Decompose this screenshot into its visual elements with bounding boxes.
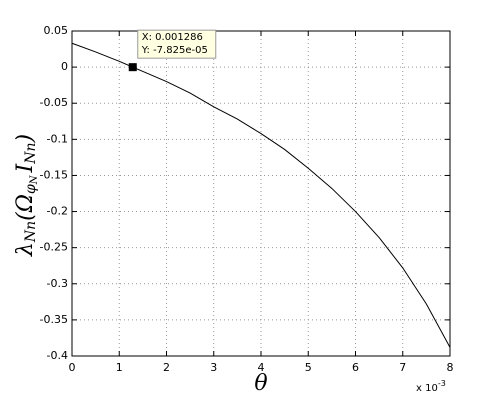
- y-tick-label: -0.3: [47, 277, 68, 290]
- y-tick-label: -0.15: [40, 168, 68, 181]
- datatip-marker: [128, 63, 137, 72]
- y-label-part: λ: [13, 242, 38, 257]
- x-exponent: x 10-3: [416, 379, 446, 395]
- datatip-x: X: 0.001286: [142, 32, 203, 43]
- y-tick-label: -0.35: [40, 313, 68, 326]
- x-tick-label: 3: [210, 361, 217, 374]
- y-tick-label: 0: [61, 60, 68, 73]
- x-tick-label: 6: [352, 361, 359, 374]
- y-tick-label: -0.25: [40, 241, 68, 254]
- y-label-sub: φ: [23, 184, 39, 194]
- x-exponent-base: x 10: [416, 383, 438, 394]
- x-tick-label: 2: [163, 361, 170, 374]
- y-label-subsub: N: [29, 174, 40, 185]
- y-tick-label: 0.05: [44, 24, 69, 37]
- datatip-y: Y: -7.825e-05: [141, 45, 208, 56]
- y-label-sub: Nn: [23, 142, 39, 164]
- y-label-part: I: [13, 162, 38, 173]
- y-tick-label: -0.4: [47, 349, 68, 362]
- y-label-part: (Ω: [13, 194, 38, 221]
- x-tick-label: 0: [69, 361, 76, 374]
- plot-area: [72, 31, 450, 356]
- axes-box: [71, 30, 451, 357]
- x-tick-label: 8: [447, 361, 454, 374]
- y-label-part: ): [13, 134, 38, 144]
- y-tick-label: -0.05: [40, 96, 68, 109]
- x-tick-label: 1: [116, 361, 123, 374]
- y-tick-label: -0.2: [47, 205, 68, 218]
- x-exponent-power: -3: [438, 379, 446, 388]
- datatip-box: [137, 29, 217, 59]
- y-axis-label: λNn(ΩφNINn): [13, 134, 40, 257]
- y-label-sub: Nn: [23, 221, 39, 243]
- x-tick-label: 4: [258, 361, 265, 374]
- y-tick-label: -0.1: [47, 132, 68, 145]
- x-axis-label: θ: [254, 371, 267, 396]
- x-tick-label: 5: [305, 361, 312, 374]
- x-tick-label: 7: [399, 361, 406, 374]
